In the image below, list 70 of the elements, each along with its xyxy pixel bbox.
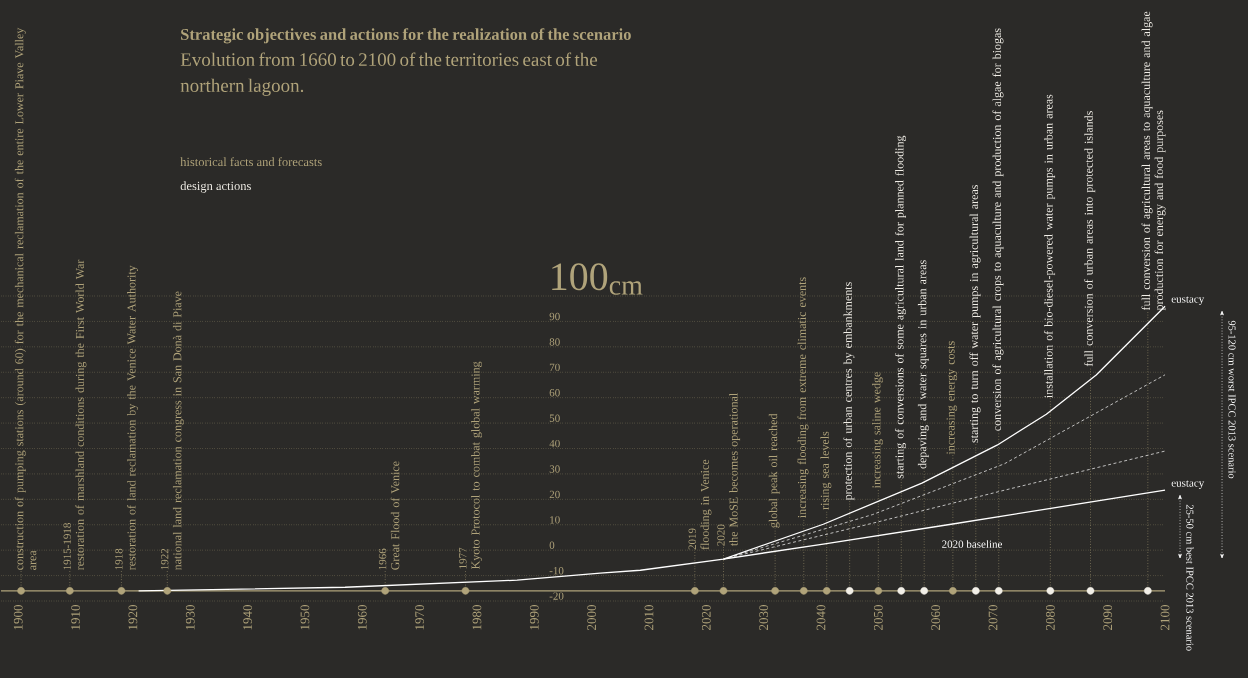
annotation: the MoSE becomes operational bbox=[729, 393, 741, 547]
x-tick-label: 1930 bbox=[185, 605, 195, 630]
annotation: 2020 baseline bbox=[942, 540, 1003, 548]
y-tick-label: -20 bbox=[549, 592, 564, 600]
y-tick-label: 80 bbox=[549, 338, 560, 346]
annotation: eustacy bbox=[1171, 296, 1205, 305]
annotation: eustacy bbox=[1171, 480, 1205, 489]
y-tick-label: 0 bbox=[549, 541, 555, 549]
y-tick-label: 50 bbox=[549, 414, 560, 422]
annotation: Great Flood of Venice bbox=[390, 461, 400, 570]
x-tick-label: 1990 bbox=[529, 605, 539, 630]
annotation: 1918 bbox=[115, 548, 123, 570]
annotation: full conversion of urban areas into protected islands bbox=[1084, 111, 1096, 367]
x-tick-label: 2090 bbox=[1103, 605, 1113, 630]
y-tick-label: 10 bbox=[550, 516, 560, 524]
x-tick-label: 1910 bbox=[71, 605, 80, 630]
annotation: flooding in Venice bbox=[700, 459, 712, 550]
y-tick-label: 30 bbox=[549, 465, 560, 473]
text: 95-120 cm worst IPCC 2013 scenario bbox=[1228, 320, 1236, 479]
annotation: starting of conversions of some agricultural land for planned flooding bbox=[894, 135, 906, 479]
annotation: Kyoto Protocol to combat global warming bbox=[471, 361, 483, 570]
y-tick-label: 90 bbox=[549, 312, 560, 321]
y-tick-label: 40 bbox=[549, 439, 560, 448]
annotation: construction of pumping stations (around 60) for the mechanical reclamation of the entire Lower Piave Valley area bbox=[14, 27, 37, 570]
x-tick-label: 2030 bbox=[759, 605, 769, 630]
x-tick-label: 2050 bbox=[873, 605, 883, 630]
text: historical facts and forecasts bbox=[180, 157, 322, 167]
x-tick-label: 2010 bbox=[644, 605, 654, 630]
y-tick-label: 60 bbox=[549, 389, 560, 397]
annotation: restoration of land reclamation by the Venice Water Authority bbox=[126, 265, 139, 571]
x-tick-label: 1960 bbox=[357, 605, 367, 630]
annotation: conversion of agricultural crops to aquaculture and production of algae for biogas bbox=[992, 28, 1004, 431]
annotation: starting to turn off water pumps in agricultural areas bbox=[969, 185, 981, 443]
annotation: increasing flooding from extreme climatic events bbox=[797, 277, 809, 518]
annotation: 1966 bbox=[378, 548, 387, 570]
chart-title: Strategic objectives and actions for the realization of the scenario bbox=[181, 28, 631, 44]
text: design actions bbox=[180, 181, 251, 193]
x-tick-label: 1980 bbox=[472, 605, 482, 630]
annotation: protection of urban centres by embankments bbox=[843, 282, 855, 501]
text: 25-50 cm best IPCC 2013 scenario bbox=[1186, 504, 1194, 651]
chart-subtitle: Evolution from 1660 to 2100 of the territories east of the northern lagoon. bbox=[180, 52, 598, 96]
x-tick-label: 1920 bbox=[128, 605, 138, 630]
y-tick-label: 70 bbox=[549, 363, 560, 372]
annotation: increasing energy costs bbox=[946, 341, 958, 455]
annotation: 1915-1918 bbox=[63, 523, 71, 570]
x-tick-label: 2080 bbox=[1045, 605, 1055, 630]
x-tick-label: 1940 bbox=[243, 605, 252, 630]
annotation: installation of bio-diesel-powered water pumps in urban areas bbox=[1044, 94, 1056, 398]
x-tick-label: 2100 bbox=[1160, 605, 1170, 630]
annotation: 2020 bbox=[717, 524, 725, 546]
annotation: 1977 bbox=[459, 547, 467, 569]
y-tick-label: -10 bbox=[549, 566, 564, 575]
x-tick-label: 2070 bbox=[988, 605, 998, 630]
x-tick-label: 2060 bbox=[931, 605, 941, 630]
annotation: national land reclamation congress in San Donà di Piave bbox=[172, 291, 184, 571]
annotation: increasing saline wedge bbox=[872, 372, 883, 489]
annotation: rising sea levels bbox=[820, 431, 832, 510]
y-tick-label: 20 bbox=[549, 490, 560, 499]
annotation: 1922 bbox=[161, 548, 169, 570]
x-tick-label: 1900 bbox=[13, 605, 23, 630]
x-tick-label: 2020 bbox=[701, 605, 711, 630]
x-tick-label: 2000 bbox=[587, 605, 596, 630]
annotation: 2019 bbox=[688, 528, 696, 550]
x-tick-label: 1970 bbox=[415, 605, 424, 630]
x-tick-label: 1950 bbox=[300, 605, 310, 630]
y-axis-title: 100$_{cm}$ bbox=[552, 263, 643, 295]
x-tick-label: 2040 bbox=[816, 605, 826, 630]
annotation: global peak oil reached bbox=[768, 413, 780, 528]
annotation: depaving and water squares in urban areas bbox=[917, 260, 929, 469]
annotation: restoration of marshland conditions during the First World War bbox=[75, 259, 87, 571]
